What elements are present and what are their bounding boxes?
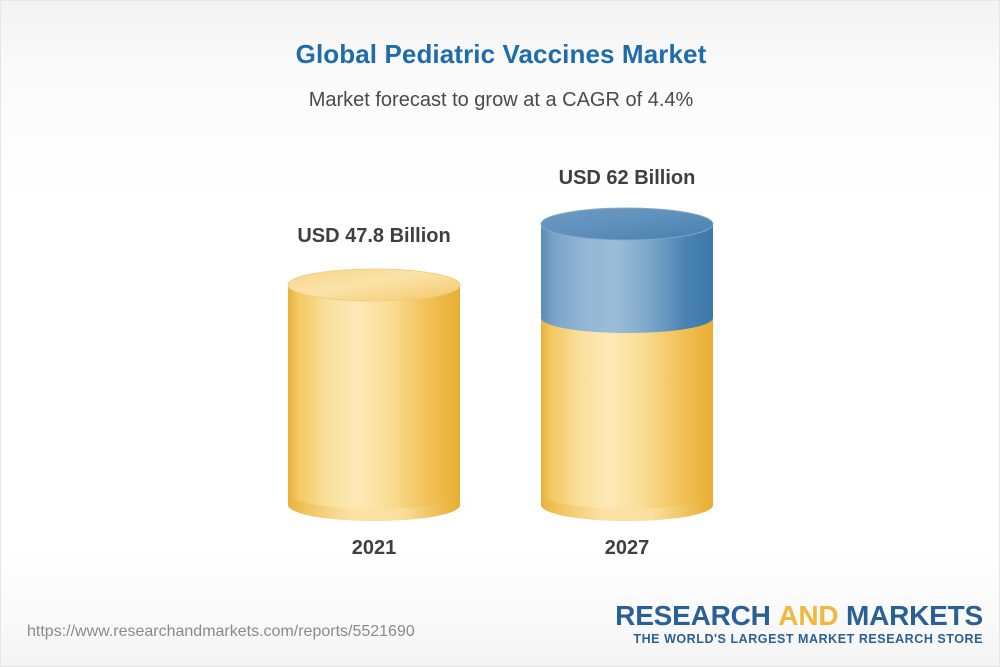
logo-word-markets: MARKETS	[845, 600, 983, 631]
logo-tagline: THE WORLD'S LARGEST MARKET RESEARCH STOR…	[633, 632, 983, 647]
bar-category-label-2027: 2027	[604, 537, 650, 559]
cylinder-2021	[287, 268, 461, 521]
cylinder-2027	[540, 207, 714, 521]
bar-group-2021: USD 47.8 Billion	[287, 161, 470, 561]
research-and-markets-logo[interactable]: RESEARCH AND MARKETS THE WORLD'S LARGEST…	[615, 601, 983, 647]
page-title: Global Pediatric Vaccines Market	[295, 39, 707, 69]
bar-value-label-2027: USD 62 Billion	[558, 167, 696, 189]
logo-word-and: AND	[778, 600, 839, 631]
bar-group-2027: USD 62 Billion	[540, 161, 723, 561]
logo-wordmark: RESEARCH AND MARKETS	[615, 601, 983, 630]
report-url-link[interactable]: https://www.researchandmarkets.com/repor…	[27, 623, 415, 640]
logo-word-research: RESEARCH	[615, 600, 771, 631]
bar-category-label-2021: 2021	[351, 537, 397, 559]
bar-value-label-2021: USD 47.8 Billion	[297, 225, 451, 247]
chart-subtitle: Market forecast to grow at a CAGR of 4.4…	[308, 89, 694, 111]
